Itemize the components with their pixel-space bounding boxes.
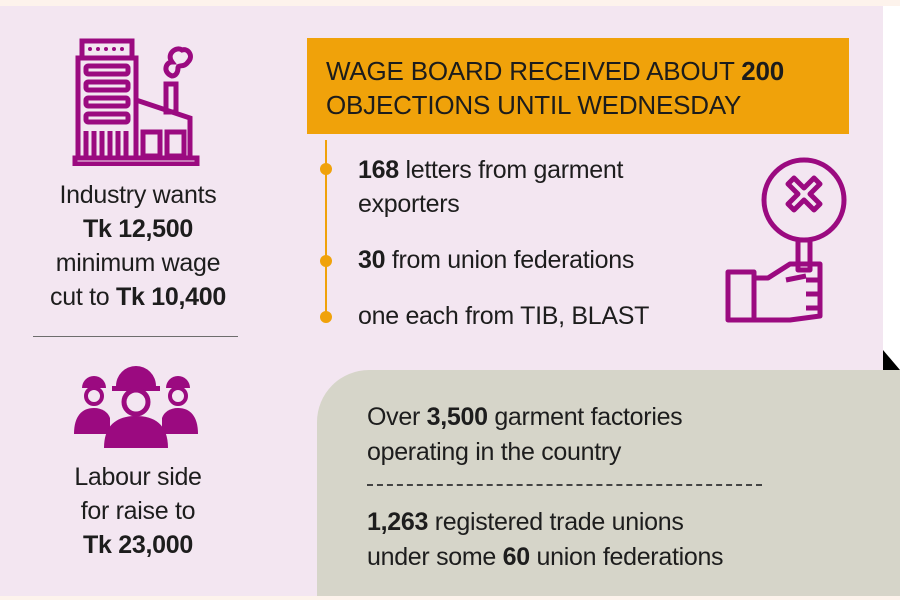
industry-demand-amount: Tk 12,500: [83, 215, 193, 243]
factory-count: 3,500: [426, 403, 488, 431]
fact-1-prefix: Over: [367, 403, 427, 431]
fact-1-suffix: garment factories: [487, 403, 683, 431]
corner-marker-icon: [883, 350, 900, 370]
fact-2-suffix: registered trade unions: [428, 508, 684, 536]
labour-line-2: for raise to: [80, 497, 196, 525]
objection-1-text-2: exporters: [358, 190, 460, 218]
banner-line-1-prefix: Wage board received about: [326, 56, 742, 86]
timeline-dot: [320, 255, 332, 267]
timeline-dot: [320, 311, 332, 323]
fact-2-line-2-suffix: union federations: [529, 543, 724, 571]
objection-1-count: 168: [358, 156, 399, 184]
factory-icon: [72, 38, 200, 166]
fact-unions: 1,263 registered trade unions under some …: [367, 505, 724, 575]
labour-demand-amount: Tk 23,000: [83, 531, 193, 559]
objection-item-3: one each from TIB, BLAST: [358, 299, 649, 333]
labour-line-1: Labour side: [74, 463, 202, 491]
timeline-line: [325, 140, 327, 318]
industry-line-4: cut to Tk 10,400: [18, 280, 258, 314]
edge-strip: [883, 6, 900, 370]
industry-cut-amount: Tk 10,400: [116, 283, 226, 311]
industry-line-1: Industry wants: [59, 181, 217, 209]
union-count: 1,263: [367, 508, 429, 536]
fact-factories: Over 3,500 garment factories operating in…: [367, 400, 683, 470]
dotted-divider: [367, 484, 762, 486]
objection-2-text: from union federations: [385, 246, 635, 274]
objection-2-count: 30: [358, 246, 386, 274]
facts-panel: [317, 370, 900, 596]
fact-2-line-2-prefix: under some: [367, 543, 503, 571]
objection-item-2: 30 from union federations: [358, 243, 634, 277]
objections-banner: Wage board received about 200 objections…: [307, 38, 849, 134]
objection-1-text: letters from garment: [398, 156, 624, 184]
hand-holding-x-sign-icon: [725, 157, 847, 323]
federation-count: 60: [502, 543, 531, 571]
fact-1-line-2: operating in the country: [367, 438, 622, 466]
banner-line-1: Wage board received about 200: [326, 54, 849, 88]
objection-item-1: 168 letters from garment exporters: [358, 153, 623, 221]
section-divider: [33, 336, 238, 337]
objection-3-text: one each from TIB, BLAST: [358, 302, 650, 330]
banner-line-2: objections until Wednesday: [326, 90, 742, 120]
workers-icon: [74, 366, 198, 448]
industry-line-3: minimum wage: [55, 249, 221, 277]
banner-count: 200: [741, 56, 784, 86]
industry-line-4-prefix: cut to: [50, 283, 117, 311]
timeline-dot: [320, 163, 332, 175]
